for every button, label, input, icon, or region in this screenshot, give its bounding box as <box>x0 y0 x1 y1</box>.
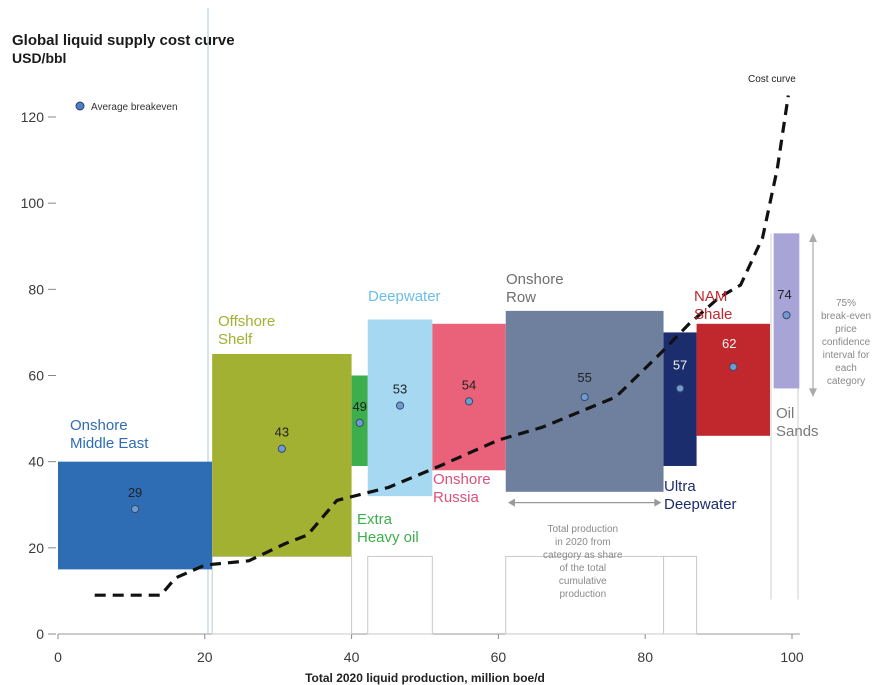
category-bar <box>58 461 213 570</box>
x-tick-label: 60 <box>491 649 507 665</box>
bracket-arrow-head <box>654 498 662 507</box>
category-label: Extra <box>357 511 393 528</box>
category-label: Onshore <box>70 417 128 434</box>
chart-subtitle: USD/bbl <box>12 50 67 66</box>
category-bar <box>663 332 697 466</box>
interval-note: confidence <box>822 337 871 348</box>
category-label: Deepwater <box>664 496 737 513</box>
x-tick-label: 80 <box>637 649 653 665</box>
category-label: Onshore <box>433 471 491 488</box>
interval-note: each <box>835 363 857 374</box>
category-label: Sands <box>776 423 819 440</box>
category-label: Offshore <box>218 313 275 330</box>
x-axis-label: Total 2020 liquid production, million bo… <box>305 671 545 685</box>
breakeven-point <box>130 504 140 514</box>
breakeven-point <box>675 384 685 393</box>
cost-curve-label: Cost curve <box>748 74 796 85</box>
x-tick-label: 40 <box>344 649 360 665</box>
category-label: Shale <box>694 306 732 323</box>
interval-note: break-even <box>821 311 871 322</box>
category-label: Ultra <box>664 478 696 495</box>
category-bar <box>505 310 664 492</box>
legend-label: Average breakeven <box>91 102 178 113</box>
category-label: Deepwater <box>368 288 441 305</box>
bracket-note: cumulative <box>559 576 607 587</box>
category-bar <box>212 353 352 557</box>
interval-note: 75% <box>836 298 856 309</box>
production-frame <box>211 555 353 635</box>
category-label: Heavy oil <box>357 529 419 546</box>
category-label: Onshore <box>506 271 564 288</box>
y-tick-label: 60 <box>28 368 44 384</box>
y-tick-label: 120 <box>21 109 45 125</box>
production-frame <box>367 555 433 635</box>
y-tick-label: 100 <box>21 195 45 211</box>
y-tick-label: 0 <box>36 626 44 642</box>
chart-title: Global liquid supply cost curve <box>12 32 235 49</box>
category-bar <box>432 323 506 471</box>
breakeven-value: 29 <box>128 485 142 500</box>
x-tick-label: 100 <box>780 649 804 665</box>
breakeven-point <box>729 362 738 371</box>
category-label: Russia <box>433 489 480 506</box>
category-label: Row <box>506 289 536 306</box>
y-tick-label: 20 <box>28 540 44 556</box>
x-tick-label: 0 <box>54 649 62 665</box>
interval-note: category <box>827 376 865 387</box>
legend-marker <box>75 101 85 111</box>
cost-curve-line <box>94 95 790 597</box>
y-tick-label: 80 <box>28 281 44 297</box>
bracket-note: of the total <box>559 563 606 574</box>
category-label: Middle East <box>70 435 149 452</box>
breakeven-value: 54 <box>462 377 476 392</box>
interval-arrow-head <box>809 233 817 242</box>
breakeven-value: 62 <box>722 336 736 351</box>
category-label: Shelf <box>218 331 253 348</box>
breakeven-point <box>580 392 589 402</box>
category-label: NAM <box>694 288 727 305</box>
breakeven-point <box>782 311 791 320</box>
bracket-note: production <box>559 589 606 600</box>
category-bar <box>773 233 800 389</box>
breakeven-value: 43 <box>275 425 289 440</box>
category-label: Oil <box>776 405 794 422</box>
production-frame <box>663 555 698 635</box>
breakeven-value: 55 <box>577 370 591 385</box>
breakeven-point <box>355 418 364 427</box>
y-tick-label: 40 <box>28 454 44 470</box>
breakeven-point <box>395 401 405 410</box>
breakeven-point <box>464 397 474 406</box>
x-tick-label: 20 <box>197 649 213 665</box>
breakeven-value: 53 <box>393 382 407 397</box>
interval-note: price <box>835 324 857 335</box>
category-bar <box>696 323 770 436</box>
bracket-note: Total production <box>548 524 619 535</box>
interval-arrow-head <box>809 388 817 398</box>
breakeven-value: 57 <box>673 357 687 372</box>
interval-note: interval for <box>823 350 870 361</box>
bracket-note: in 2020 from <box>555 537 611 548</box>
breakeven-point <box>277 444 286 453</box>
breakeven-value: 49 <box>352 399 366 414</box>
bracket-arrow-head <box>507 498 515 507</box>
bracket-note: category as share <box>543 550 623 561</box>
breakeven-value: 74 <box>777 287 791 302</box>
